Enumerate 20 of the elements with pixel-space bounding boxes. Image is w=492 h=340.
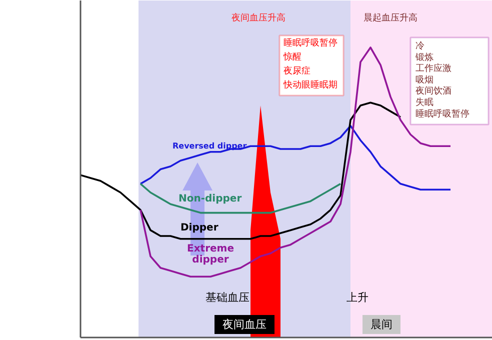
annotation: 夜间血压 [222, 318, 266, 331]
annotation: 晨间 [370, 318, 392, 331]
annotation: 基础血压 [206, 291, 250, 304]
annotation: 冷 [416, 40, 424, 52]
annotation: 睡眠呼吸暂停 [416, 108, 470, 120]
annotation: 锻炼 [414, 52, 434, 63]
annotation: 惊醒 [282, 52, 302, 62]
annotation: 睡眠呼吸暂停 [284, 38, 338, 48]
text: 晨起血压升高 [364, 12, 418, 24]
annotation: 工作应激 [416, 63, 452, 74]
series-label: Extreme dipper [187, 244, 234, 266]
series-label: Dipper [180, 222, 218, 234]
annotation: 夜尿症 [284, 66, 310, 76]
text: 夜间血压升高 [232, 12, 286, 24]
annotation: 失眠 [416, 97, 434, 108]
series-label: Non-dipper [178, 194, 242, 204]
annotation: 上升 [346, 291, 368, 304]
annotation: 夜间饮酒 [416, 86, 452, 97]
annotation: 快动眼睡眠期 [282, 80, 338, 90]
annotation: 吸烟 [416, 74, 434, 86]
